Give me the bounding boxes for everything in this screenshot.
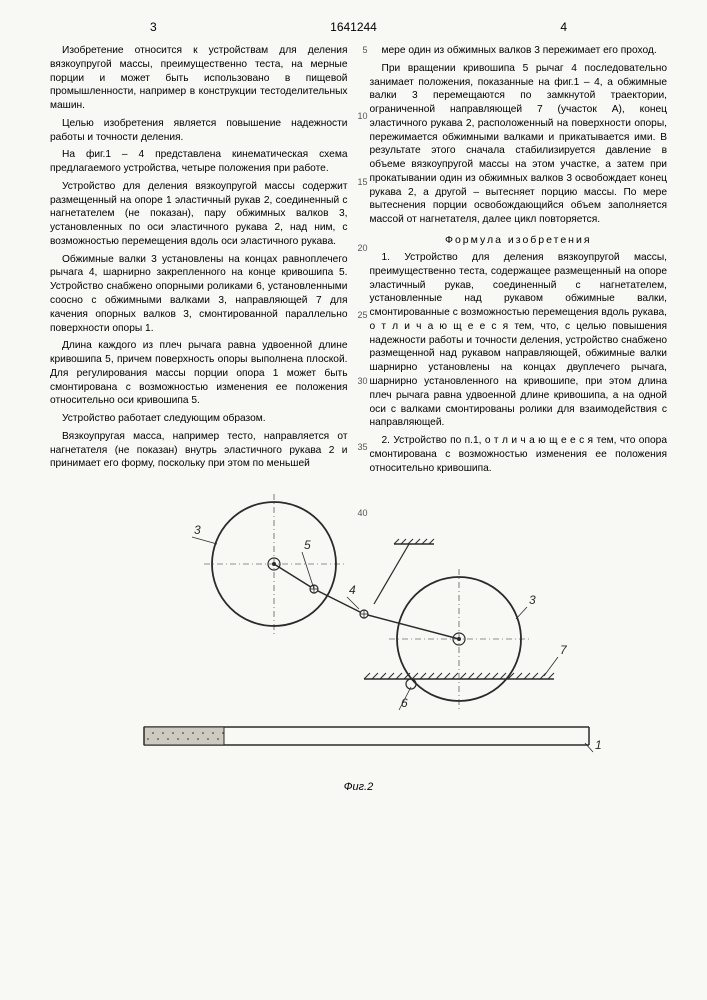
paragraph: При вращении кривошипа 5 рычаг 4 последо…	[370, 62, 668, 227]
figure-caption: Фиг.2	[50, 781, 667, 793]
svg-text:1: 1	[595, 738, 602, 752]
line-marker: 15	[356, 176, 368, 188]
patent-number: 1641244	[330, 20, 377, 34]
paragraph: Обжимные валки 3 установлены на концах р…	[50, 253, 348, 336]
right-column: 5 10 15 20 25 30 35 40 мере один из обжи…	[370, 44, 668, 479]
paragraph: Длина каждого из плеч рычага равна удвое…	[50, 339, 348, 408]
paragraph: мере один из обжимных валков 3 пережимае…	[370, 44, 668, 58]
line-number-gutter: 5 10 15 20 25 30 35 40	[356, 44, 368, 573]
svg-text:7: 7	[560, 643, 568, 657]
paragraph: Устройство работает следующим образом.	[50, 412, 348, 426]
svg-text:3: 3	[529, 593, 536, 607]
line-marker: 20	[356, 242, 368, 254]
paragraph: Изобретение относится к устройствам для …	[50, 44, 348, 113]
patent-page: 3 4 1641244 Изобретение относится к устр…	[0, 0, 707, 1000]
line-marker: 35	[356, 441, 368, 453]
line-marker: 30	[356, 375, 368, 387]
claim: 2. Устройство по п.1, о т л и ч а ю щ е …	[370, 434, 668, 475]
svg-text:6: 6	[401, 696, 408, 710]
line-marker: 25	[356, 309, 368, 321]
paragraph: Устройство для деления вязкоупругой масс…	[50, 180, 348, 249]
page-num-right: 4	[560, 20, 567, 34]
text-columns: Изобретение относится к устройствам для …	[50, 44, 667, 479]
paragraph: Целью изобретения является повышение над…	[50, 117, 348, 145]
claim: 1. Устройство для деления вязкоупругой м…	[370, 251, 668, 430]
paragraph: Вязкоупругая масса, например тесто, напр…	[50, 430, 348, 471]
line-marker: 10	[356, 110, 368, 122]
svg-text:4: 4	[349, 583, 356, 597]
line-marker: 5	[356, 44, 368, 56]
line-marker: 40	[356, 507, 368, 519]
paragraph: На фиг.1 – 4 представлена кинематическая…	[50, 148, 348, 176]
page-num-left: 3	[150, 20, 157, 34]
svg-text:3: 3	[194, 523, 201, 537]
left-column: Изобретение относится к устройствам для …	[50, 44, 348, 479]
claims-heading: Формула изобретения	[370, 233, 668, 247]
svg-text:5: 5	[304, 538, 311, 552]
